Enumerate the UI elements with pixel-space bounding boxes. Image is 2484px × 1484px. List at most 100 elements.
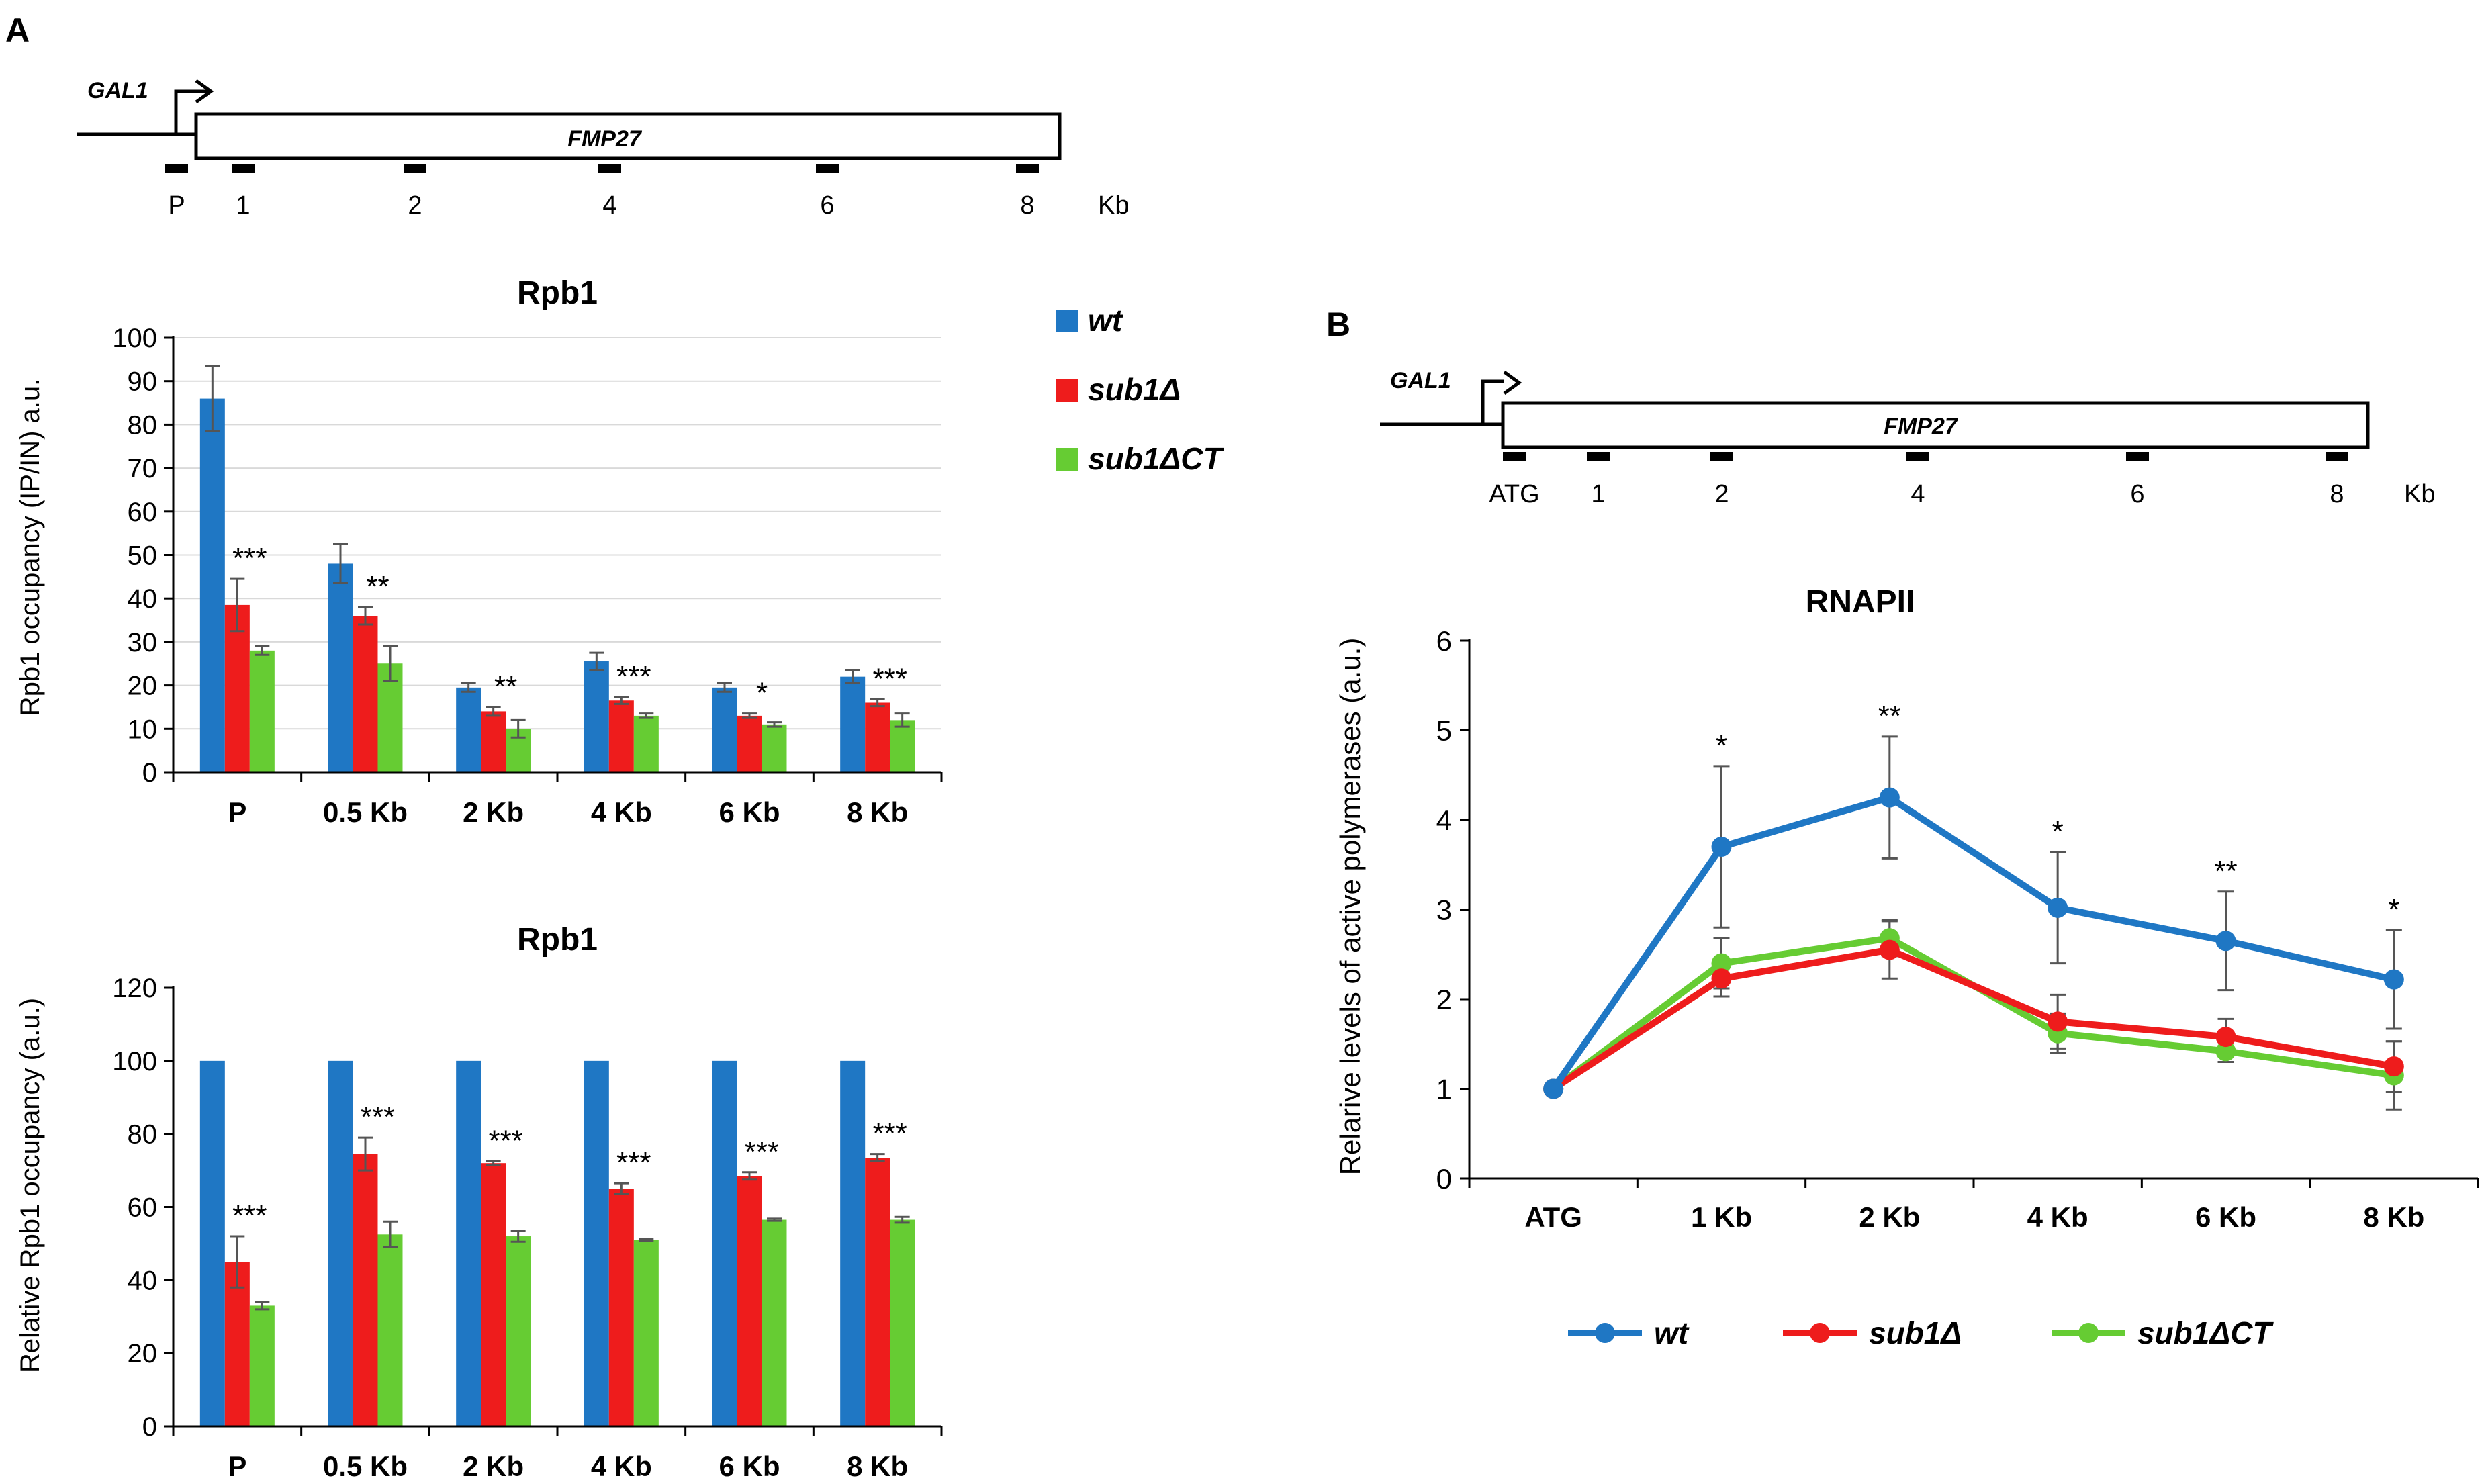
- chart1-title: Rpb1: [517, 275, 598, 311]
- y-tick-label: 60: [128, 1193, 158, 1223]
- y-tick-label: 80: [128, 1120, 158, 1150]
- bar-sub1ct: [377, 1234, 403, 1426]
- significance-label: ***: [488, 1124, 522, 1157]
- x-tick-label: 2 Kb: [463, 796, 524, 828]
- position-label: 6: [820, 191, 834, 220]
- y-tick-label: 100: [112, 1047, 157, 1076]
- significance-label: ***: [361, 1101, 395, 1133]
- gene-label-b: FMP27: [1884, 414, 1959, 439]
- significance-label: **: [1878, 700, 1901, 733]
- bar-sub1: [737, 1176, 762, 1426]
- bar-sub1ct: [762, 724, 787, 772]
- position-label: 1: [236, 191, 250, 220]
- y-tick-label: 4: [1436, 804, 1452, 836]
- legend-label-sub1: sub1Δ: [1869, 1315, 1962, 1350]
- legend-swatch-sub1ct: [1056, 448, 1078, 471]
- bar-sub1ct: [890, 720, 915, 772]
- data-point-sub1: [2383, 1056, 2404, 1077]
- significance-label: ***: [616, 660, 651, 693]
- bar-sub1: [481, 711, 506, 772]
- legend-a: wt sub1Δ sub1ΔCT: [1056, 303, 1224, 476]
- data-point-sub1ct: [1711, 953, 1732, 974]
- bar-sub1: [865, 702, 890, 772]
- significance-label: *: [756, 677, 768, 710]
- amplicon-mark: [1906, 452, 1929, 461]
- bar-wt: [199, 398, 225, 772]
- amplicon-mark: [232, 164, 255, 173]
- y-tick-label: 10: [128, 714, 158, 744]
- bar-sub1ct: [890, 1219, 915, 1426]
- data-point-sub1: [2048, 1011, 2068, 1032]
- legend-label-wt: wt: [1654, 1315, 1690, 1350]
- y-tick-label: 5: [1436, 715, 1452, 747]
- chart2-title: Rpb1: [517, 922, 598, 958]
- data-point-wt: [1543, 1078, 1564, 1099]
- bar-sub1ct: [249, 650, 275, 772]
- x-tick-label: 2 Kb: [1859, 1201, 1920, 1233]
- amplicon-mark: [2126, 452, 2149, 461]
- bar-sub1: [737, 715, 762, 772]
- x-tick-label: 4 Kb: [591, 796, 652, 828]
- y-tick-label: 70: [128, 454, 158, 483]
- unit-label-a: Kb: [1098, 191, 1129, 220]
- x-tick-label: 2 Kb: [463, 1450, 524, 1482]
- unit-label-b: Kb: [2404, 480, 2435, 508]
- legend-b: wt sub1Δ sub1ΔCT: [1568, 1315, 2274, 1350]
- amplicon-mark: [1503, 452, 1526, 461]
- series-line-sub1: [1551, 946, 2395, 1092]
- significance-label: **: [366, 570, 389, 603]
- x-tick-label: 0.5 Kb: [323, 796, 408, 828]
- chart-rnapii-active: RNAPII Relarive levels of active polymer…: [1334, 584, 2479, 1233]
- position-label: 2: [408, 191, 422, 220]
- panel-a-label: A: [5, 11, 30, 49]
- significance-label: ***: [745, 1135, 779, 1168]
- significance-label: ***: [232, 542, 267, 575]
- y-tick-label: 1: [1436, 1074, 1452, 1105]
- gene-label-a: FMP27: [567, 126, 643, 152]
- y-tick-label: 0: [142, 1412, 157, 1442]
- bar-sub1: [224, 604, 250, 772]
- position-label: 4: [1911, 480, 1925, 508]
- bar-wt: [712, 687, 737, 772]
- bar-sub1ct: [506, 1236, 531, 1426]
- gene-diagram-b: GAL1 FMP27 ATG 1 2 4 6 8 Kb: [1380, 368, 2435, 508]
- data-point-wt: [1879, 787, 1900, 808]
- legend-marker-sub1ct: [2078, 1323, 2099, 1343]
- y-tick-label: 20: [128, 1339, 158, 1369]
- significance-label: *: [1716, 729, 1727, 762]
- legend-marker-wt: [1595, 1323, 1615, 1343]
- bar-wt: [584, 1060, 609, 1426]
- amplicon-mark: [1016, 164, 1039, 173]
- data-point-wt: [2383, 969, 2404, 990]
- y-tick-label: 50: [128, 541, 158, 571]
- data-point-sub1: [2215, 1027, 2236, 1048]
- chart3-title: RNAPII: [1806, 584, 1915, 620]
- y-tick-label: 100: [112, 324, 157, 353]
- bar-wt: [328, 563, 353, 772]
- x-tick-label: 4 Kb: [591, 1450, 652, 1482]
- x-tick-label: 1 Kb: [1691, 1201, 1752, 1233]
- y-tick-label: 120: [112, 974, 157, 1003]
- bar-sub1: [353, 616, 378, 772]
- bar-wt: [328, 1060, 353, 1426]
- x-tick-label: P: [228, 1450, 246, 1482]
- chart-rpb1-occupancy: Rpb1 Rpb1 occupancy (IP/IN) a.u. 0 10 20 30…: [15, 275, 943, 828]
- amplicon-mark: [1710, 452, 1733, 461]
- bar-wt: [199, 1060, 225, 1426]
- legend-swatch-wt: [1056, 310, 1078, 332]
- bar-sub1: [608, 700, 634, 772]
- bar-wt: [712, 1060, 737, 1426]
- bar-sub1ct: [249, 1305, 275, 1426]
- y-tick-label: 40: [128, 584, 158, 614]
- x-tick-label: ATG: [1524, 1201, 1582, 1233]
- significance-label: *: [2052, 815, 2064, 848]
- series-line-wt: [1551, 794, 2395, 1091]
- position-label: 8: [1020, 191, 1034, 220]
- bar-wt: [840, 1060, 866, 1426]
- data-point-sub1ct: [2215, 1041, 2236, 1062]
- y-tick-label: 80: [128, 410, 158, 440]
- bar-sub1ct: [633, 715, 659, 772]
- significance-label: **: [494, 670, 517, 703]
- promoter-label-a: GAL1: [87, 78, 148, 103]
- y-tick-label: 20: [128, 671, 158, 701]
